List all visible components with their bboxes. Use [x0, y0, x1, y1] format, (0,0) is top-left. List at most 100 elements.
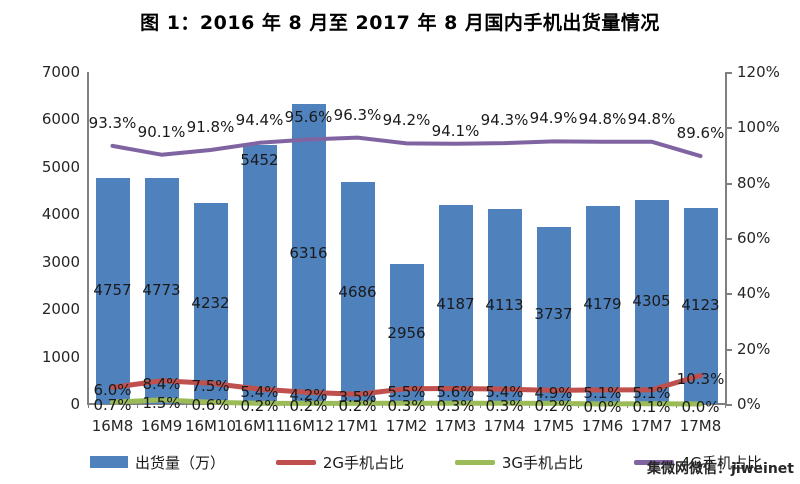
pct-label-3g: 94.4% — [235, 110, 284, 129]
bar-17M3 — [438, 205, 473, 404]
left-axis-tick-label: 6000 — [41, 110, 80, 129]
bar-16M11 — [242, 145, 277, 404]
pct-label-1g: 4.9% — [534, 384, 573, 403]
legend-item-3g: 3G手机占比 — [454, 452, 583, 473]
right-axis-tick — [725, 238, 732, 240]
x-axis-label: 17M6 — [581, 417, 624, 435]
pct-label-3g: 89.6% — [676, 124, 725, 143]
pct-label-1g: 10.3% — [676, 369, 725, 388]
bar-value-label: 4232 — [191, 293, 230, 312]
left-axis-tick-label: 4000 — [41, 205, 80, 224]
left-axis-tick-label: 3000 — [41, 252, 80, 271]
bar-17M5 — [536, 226, 571, 404]
line-4G手机占比 — [110, 135, 703, 159]
line-swatch-2g-icon — [275, 459, 316, 465]
right-axis-tick-label: 100% — [737, 118, 780, 137]
legend-item-2g: 2G手机占比 — [275, 452, 404, 473]
bar-value-label: 4773 — [142, 280, 181, 299]
trend-lines — [110, 135, 703, 407]
x-axis-tick — [284, 404, 285, 408]
x-axis-tick — [137, 404, 138, 408]
x-axis-tick — [480, 404, 481, 408]
pct-label-1g: 6.0% — [93, 381, 132, 400]
pct-label-1g: 4.2% — [289, 386, 328, 405]
chart-title: 图 1：2016 年 8 月至 2017 年 8 月国内手机出货量情况 — [140, 12, 660, 34]
bar-17M4 — [487, 208, 522, 404]
right-axis-tick — [725, 127, 732, 130]
legend: 出货量（万） 2G手机占比 3G手机占比 4G手机占比 — [90, 450, 762, 474]
right-axis-tick — [725, 348, 732, 351]
x-axis-tick — [382, 404, 383, 408]
pct-label-1g: 5.4% — [485, 383, 524, 402]
pct-label-2g: 0.2% — [289, 397, 328, 416]
pct-label-3g: 94.2% — [382, 111, 431, 130]
left-axis-tick-label: 1000 — [41, 347, 80, 366]
bar-16M12 — [291, 104, 326, 404]
pct-label-3g: 94.9% — [529, 109, 578, 128]
pct-label-2g: 0.3% — [387, 397, 426, 416]
x-axis-label: 16M11 — [233, 417, 286, 435]
pct-label-2g: 0.2% — [240, 397, 279, 416]
x-axis-tick — [186, 404, 187, 408]
bar-16M10 — [193, 203, 228, 404]
right-axis-tick — [725, 72, 732, 74]
pct-label-2g: 0.0% — [583, 398, 622, 416]
bar-16M9 — [144, 177, 179, 404]
pct-label-2g: 0.2% — [338, 397, 377, 416]
plot-area: 4757 4773 4232 5452 6316 4686 2956 4187 4113 3737… — [88, 72, 726, 434]
pct-label-3g: 94.8% — [627, 109, 676, 128]
pct-label-1g: 7.5% — [191, 377, 230, 396]
line-swatch-3g-icon — [454, 459, 495, 465]
x-axis-label: 17M8 — [679, 417, 722, 435]
x-axis-label: 17M7 — [630, 417, 673, 435]
watermark: 集微网微信：jiweinet — [647, 461, 794, 477]
bar-value-label: 4305 — [632, 291, 671, 310]
right-axis-tick-label: 60% — [737, 229, 771, 247]
x-axis-label: 17M5 — [532, 417, 575, 435]
x-axis-tick — [88, 404, 89, 408]
left-axis-tick-label: 2000 — [41, 300, 80, 319]
right-axis-tick-label: 40% — [737, 284, 771, 303]
bar-value-label: 4123 — [681, 296, 720, 315]
legend-label-4g: 4G手机占比 — [680, 453, 762, 472]
bar-swatch-icon — [90, 456, 128, 468]
x-axis-tick — [235, 404, 236, 408]
legend-label-3g: 3G手机占比 — [501, 453, 583, 472]
x-axis-tick — [529, 404, 530, 408]
line-2G手机占比 — [110, 373, 703, 397]
x-axis-label: 16M10 — [184, 417, 237, 435]
x-axis-label: 16M12 — [282, 417, 335, 435]
left-axis-tick-label: 7000 — [41, 63, 80, 81]
right-axis-tick-label: 80% — [737, 173, 771, 192]
x-axis-tick — [725, 404, 726, 408]
bar-17M2 — [389, 263, 424, 404]
x-axis-label: 17M4 — [483, 417, 526, 435]
pct-label-1g: 5.1% — [583, 383, 622, 402]
pct-label-3g: 96.3% — [333, 105, 382, 124]
pct-label-3g: 94.3% — [480, 111, 529, 130]
right-axis-tick — [725, 182, 732, 185]
pct-label-2g: 0.3% — [485, 397, 524, 416]
x-axis-tick — [431, 404, 432, 408]
bar-17M7 — [634, 199, 669, 404]
pct-label-3g: 94.8% — [578, 109, 627, 128]
pct-label-1g: 5.6% — [436, 382, 475, 401]
left-axis-tick-label: 0 — [70, 395, 80, 413]
pct-label-1g: 5.5% — [387, 382, 426, 401]
bar-value-label: 4757 — [93, 281, 132, 300]
bar-value-label: 4686 — [338, 282, 377, 301]
legend-item-shipments: 出货量（万） — [90, 452, 225, 473]
line-3G手机占比 — [110, 397, 703, 407]
x-axis-label: 17M1 — [336, 417, 379, 435]
right-axis-tick-label: 0% — [737, 395, 761, 413]
pct-label-1g: 3.5% — [338, 388, 377, 407]
x-axis-label: 16M9 — [140, 417, 183, 435]
bar-value-label: 4113 — [485, 296, 524, 315]
pct-label-3g: 91.8% — [186, 118, 235, 137]
pct-label-2g: 0.3% — [436, 397, 475, 416]
pct-label-2g: 0.2% — [534, 397, 573, 416]
pct-label-2g: 0.1% — [632, 397, 671, 416]
pct-label-3g: 90.1% — [137, 122, 186, 141]
pct-label-2g: 0.7% — [93, 396, 132, 415]
